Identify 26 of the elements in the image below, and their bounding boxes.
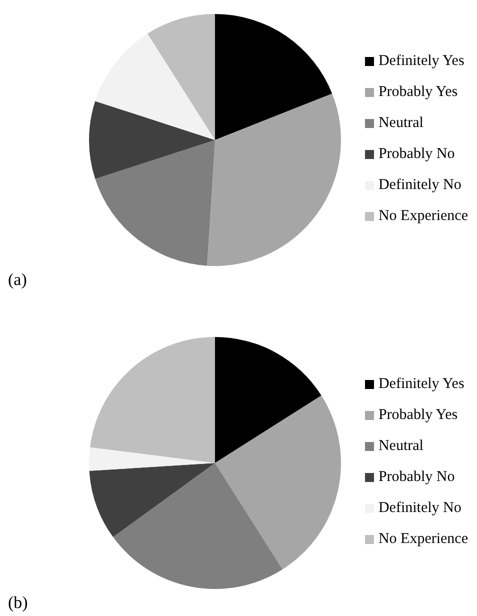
legend-label: Definitely No xyxy=(378,177,462,194)
legend-label: Definitely No xyxy=(378,500,462,517)
pie-slice xyxy=(95,34,215,140)
pie-slice xyxy=(90,337,215,463)
legend-label: No Experience xyxy=(378,531,468,548)
legend-label: Probably No xyxy=(378,469,455,486)
pie-slice xyxy=(89,101,215,179)
pie-slice xyxy=(147,14,215,140)
text: (a) xyxy=(8,270,28,291)
legend-label: Probably No xyxy=(378,146,455,163)
legend-label: Probably Yes xyxy=(378,407,458,424)
pie-slice xyxy=(215,337,322,463)
pie-slice xyxy=(89,447,215,471)
pie-slice xyxy=(95,140,215,266)
pie-slice xyxy=(113,463,283,589)
legend-label: Probably Yes xyxy=(378,84,458,101)
text: (b) xyxy=(8,593,29,614)
pie-slice xyxy=(207,94,341,266)
pie-slice xyxy=(215,14,332,140)
pie-slice xyxy=(89,463,215,538)
pie-slice xyxy=(215,395,341,570)
legend-label: No Experience xyxy=(378,208,468,225)
legend-label: Definitely Yes xyxy=(378,53,464,70)
legend-label: Neutral xyxy=(378,115,424,132)
legend-label: Definitely Yes xyxy=(378,376,464,393)
legend-label: Neutral xyxy=(378,438,424,455)
